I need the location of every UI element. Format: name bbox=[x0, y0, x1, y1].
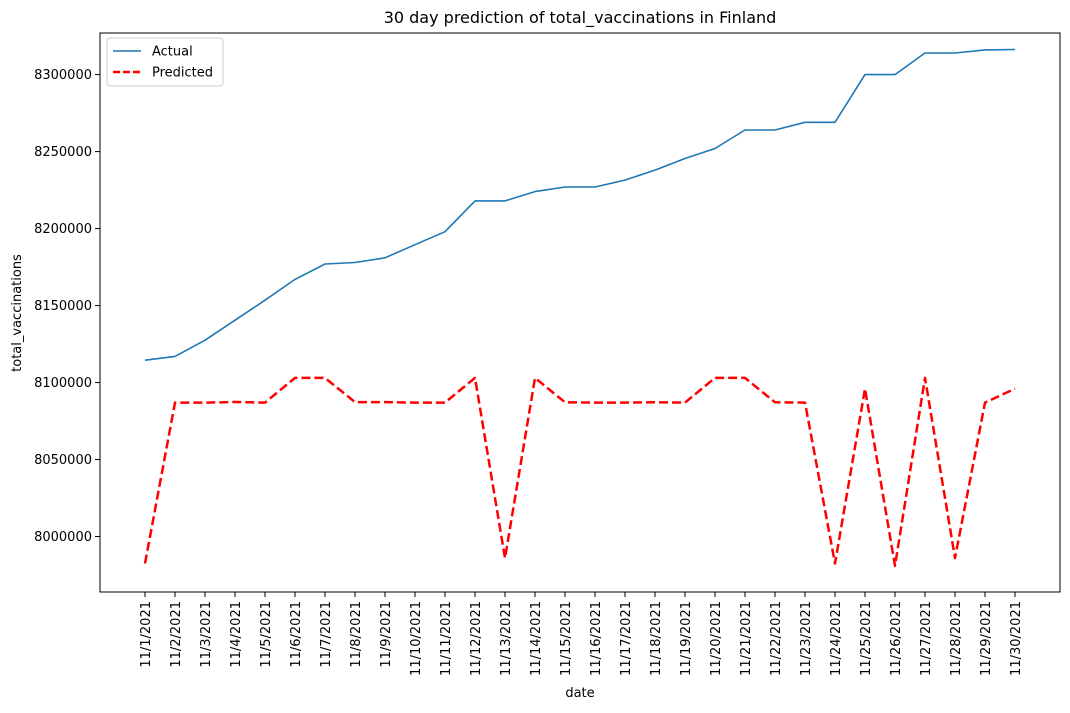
x-tick-label: 11/18/2021 bbox=[649, 601, 664, 676]
x-tick-label: 11/25/2021 bbox=[859, 601, 874, 676]
x-tick-label: 11/30/2021 bbox=[1009, 601, 1024, 676]
y-tick-label: 8000000 bbox=[34, 530, 92, 545]
x-tick-label: 11/23/2021 bbox=[799, 601, 814, 676]
x-tick-label: 11/14/2021 bbox=[529, 601, 544, 676]
y-tick-label: 8100000 bbox=[34, 376, 92, 391]
x-tick-label: 11/4/2021 bbox=[229, 601, 244, 668]
x-tick-label: 11/1/2021 bbox=[139, 601, 154, 668]
y-tick-label: 8150000 bbox=[34, 299, 92, 314]
x-tick-label: 11/13/2021 bbox=[499, 601, 514, 676]
x-tick-label: 11/2/2021 bbox=[169, 601, 184, 668]
legend-label-predicted: Predicted bbox=[152, 66, 213, 81]
legend: Actual Predicted bbox=[106, 37, 224, 87]
y-axis-label: total_vaccinations bbox=[10, 254, 25, 372]
x-tick-label: 11/26/2021 bbox=[889, 601, 904, 676]
plot-frame bbox=[99, 32, 1061, 593]
x-tick-label: 11/3/2021 bbox=[199, 601, 214, 668]
x-axis-ticks: 11/1/2021 11/2/2021 11/3/2021 11/4/2021 11/5… bbox=[139, 592, 1024, 676]
x-tick-label: 11/8/2021 bbox=[349, 601, 364, 668]
x-tick-label: 11/5/2021 bbox=[259, 601, 274, 668]
x-tick-label: 11/20/2021 bbox=[709, 601, 724, 676]
x-tick-label: 11/16/2021 bbox=[589, 601, 604, 676]
x-tick-label: 11/17/2021 bbox=[619, 601, 634, 676]
x-tick-label: 11/6/2021 bbox=[289, 601, 304, 668]
x-axis-label: date bbox=[565, 686, 594, 701]
x-tick-label: 11/22/2021 bbox=[769, 601, 784, 676]
x-tick-label: 11/9/2021 bbox=[379, 601, 394, 668]
x-tick-label: 11/27/2021 bbox=[919, 601, 934, 676]
x-tick-label: 11/10/2021 bbox=[409, 601, 424, 676]
y-tick-label: 8200000 bbox=[34, 222, 92, 237]
legend-box bbox=[106, 37, 224, 87]
x-tick-label: 11/7/2021 bbox=[319, 601, 334, 668]
series-line-predicted bbox=[143, 376, 1016, 568]
x-tick-label: 11/12/2021 bbox=[469, 601, 484, 676]
series-line-actual bbox=[144, 48, 1016, 361]
y-tick-label: 8300000 bbox=[34, 68, 92, 83]
legend-label-actual: Actual bbox=[152, 45, 193, 60]
x-tick-label: 11/19/2021 bbox=[679, 601, 694, 676]
chart-title: 30 day prediction of total_vaccinations … bbox=[384, 8, 777, 28]
x-tick-label: 11/15/2021 bbox=[559, 601, 574, 676]
x-tick-label: 11/24/2021 bbox=[829, 601, 844, 676]
x-tick-label: 11/29/2021 bbox=[979, 601, 994, 676]
plot-area bbox=[99, 32, 1061, 593]
y-tick-label: 8050000 bbox=[34, 453, 92, 468]
x-tick-label: 11/28/2021 bbox=[949, 601, 964, 676]
x-tick-label: 11/21/2021 bbox=[739, 601, 754, 676]
y-tick-label: 8250000 bbox=[34, 145, 92, 160]
x-tick-label: 11/11/2021 bbox=[439, 601, 454, 676]
y-axis-ticks: 8000000 8050000 8100000 8150000 8200000 82500… bbox=[34, 68, 100, 545]
